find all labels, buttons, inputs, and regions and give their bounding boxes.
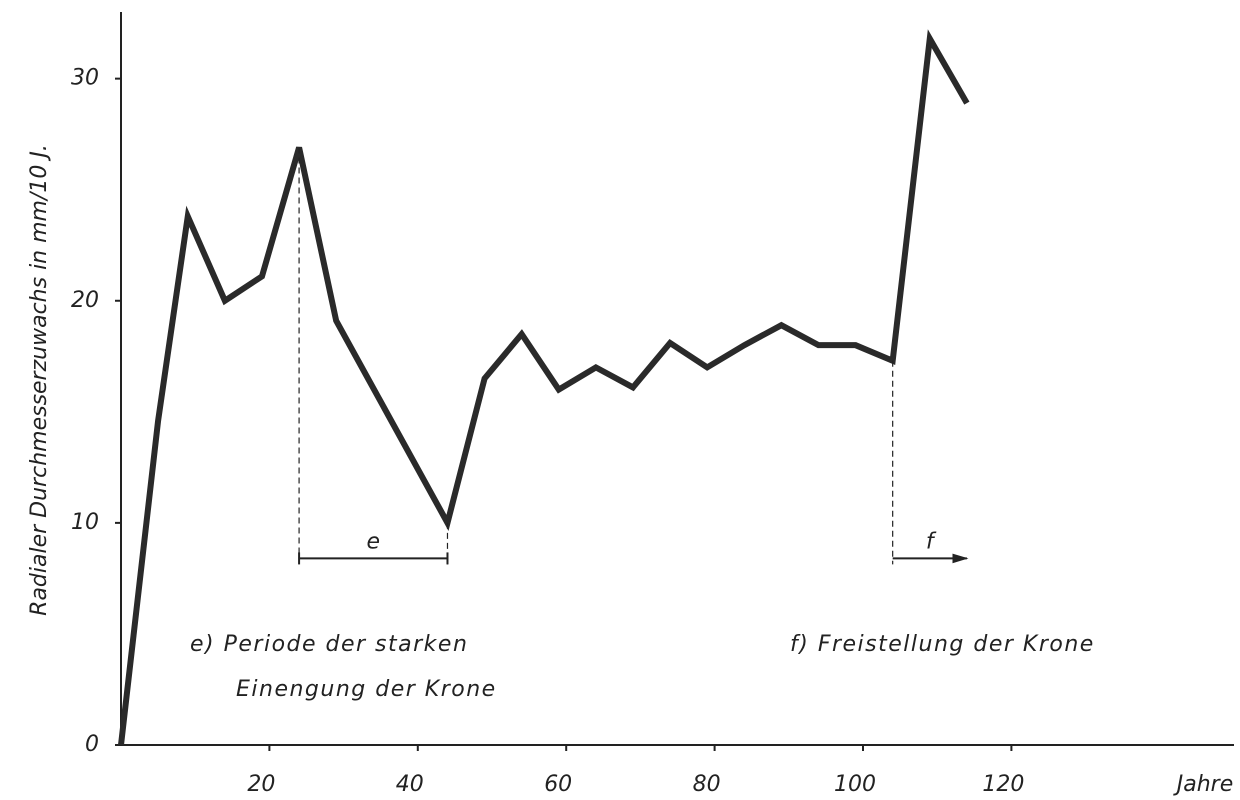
x-tick-label: 40 — [396, 772, 424, 797]
x-axis-label: Jahre — [1173, 772, 1234, 797]
y-tick-label: 30 — [71, 66, 99, 91]
annotation-note: f) Freistellung der Krone — [790, 632, 1095, 657]
data-line — [118, 29, 970, 746]
annotation-note: e) Periode der starken — [190, 632, 468, 657]
x-tick-label: 120 — [982, 772, 1024, 797]
y-tick-label: 0 — [85, 732, 99, 757]
annotation-label: e — [367, 529, 381, 554]
x-tick-label: 80 — [693, 772, 721, 797]
y-tick-label: 10 — [71, 510, 99, 535]
x-tick-label: 60 — [544, 772, 572, 797]
x-tick-label: 100 — [834, 772, 876, 797]
annotation-note: Einengung der Krone — [236, 677, 497, 702]
x-tick-label: 20 — [247, 772, 275, 797]
y-tick-label: 20 — [71, 288, 99, 313]
annotation-label: f — [926, 529, 937, 554]
y-axis-label: Radialer Durchmesserzuwachs in mm/10 J. — [27, 144, 52, 616]
